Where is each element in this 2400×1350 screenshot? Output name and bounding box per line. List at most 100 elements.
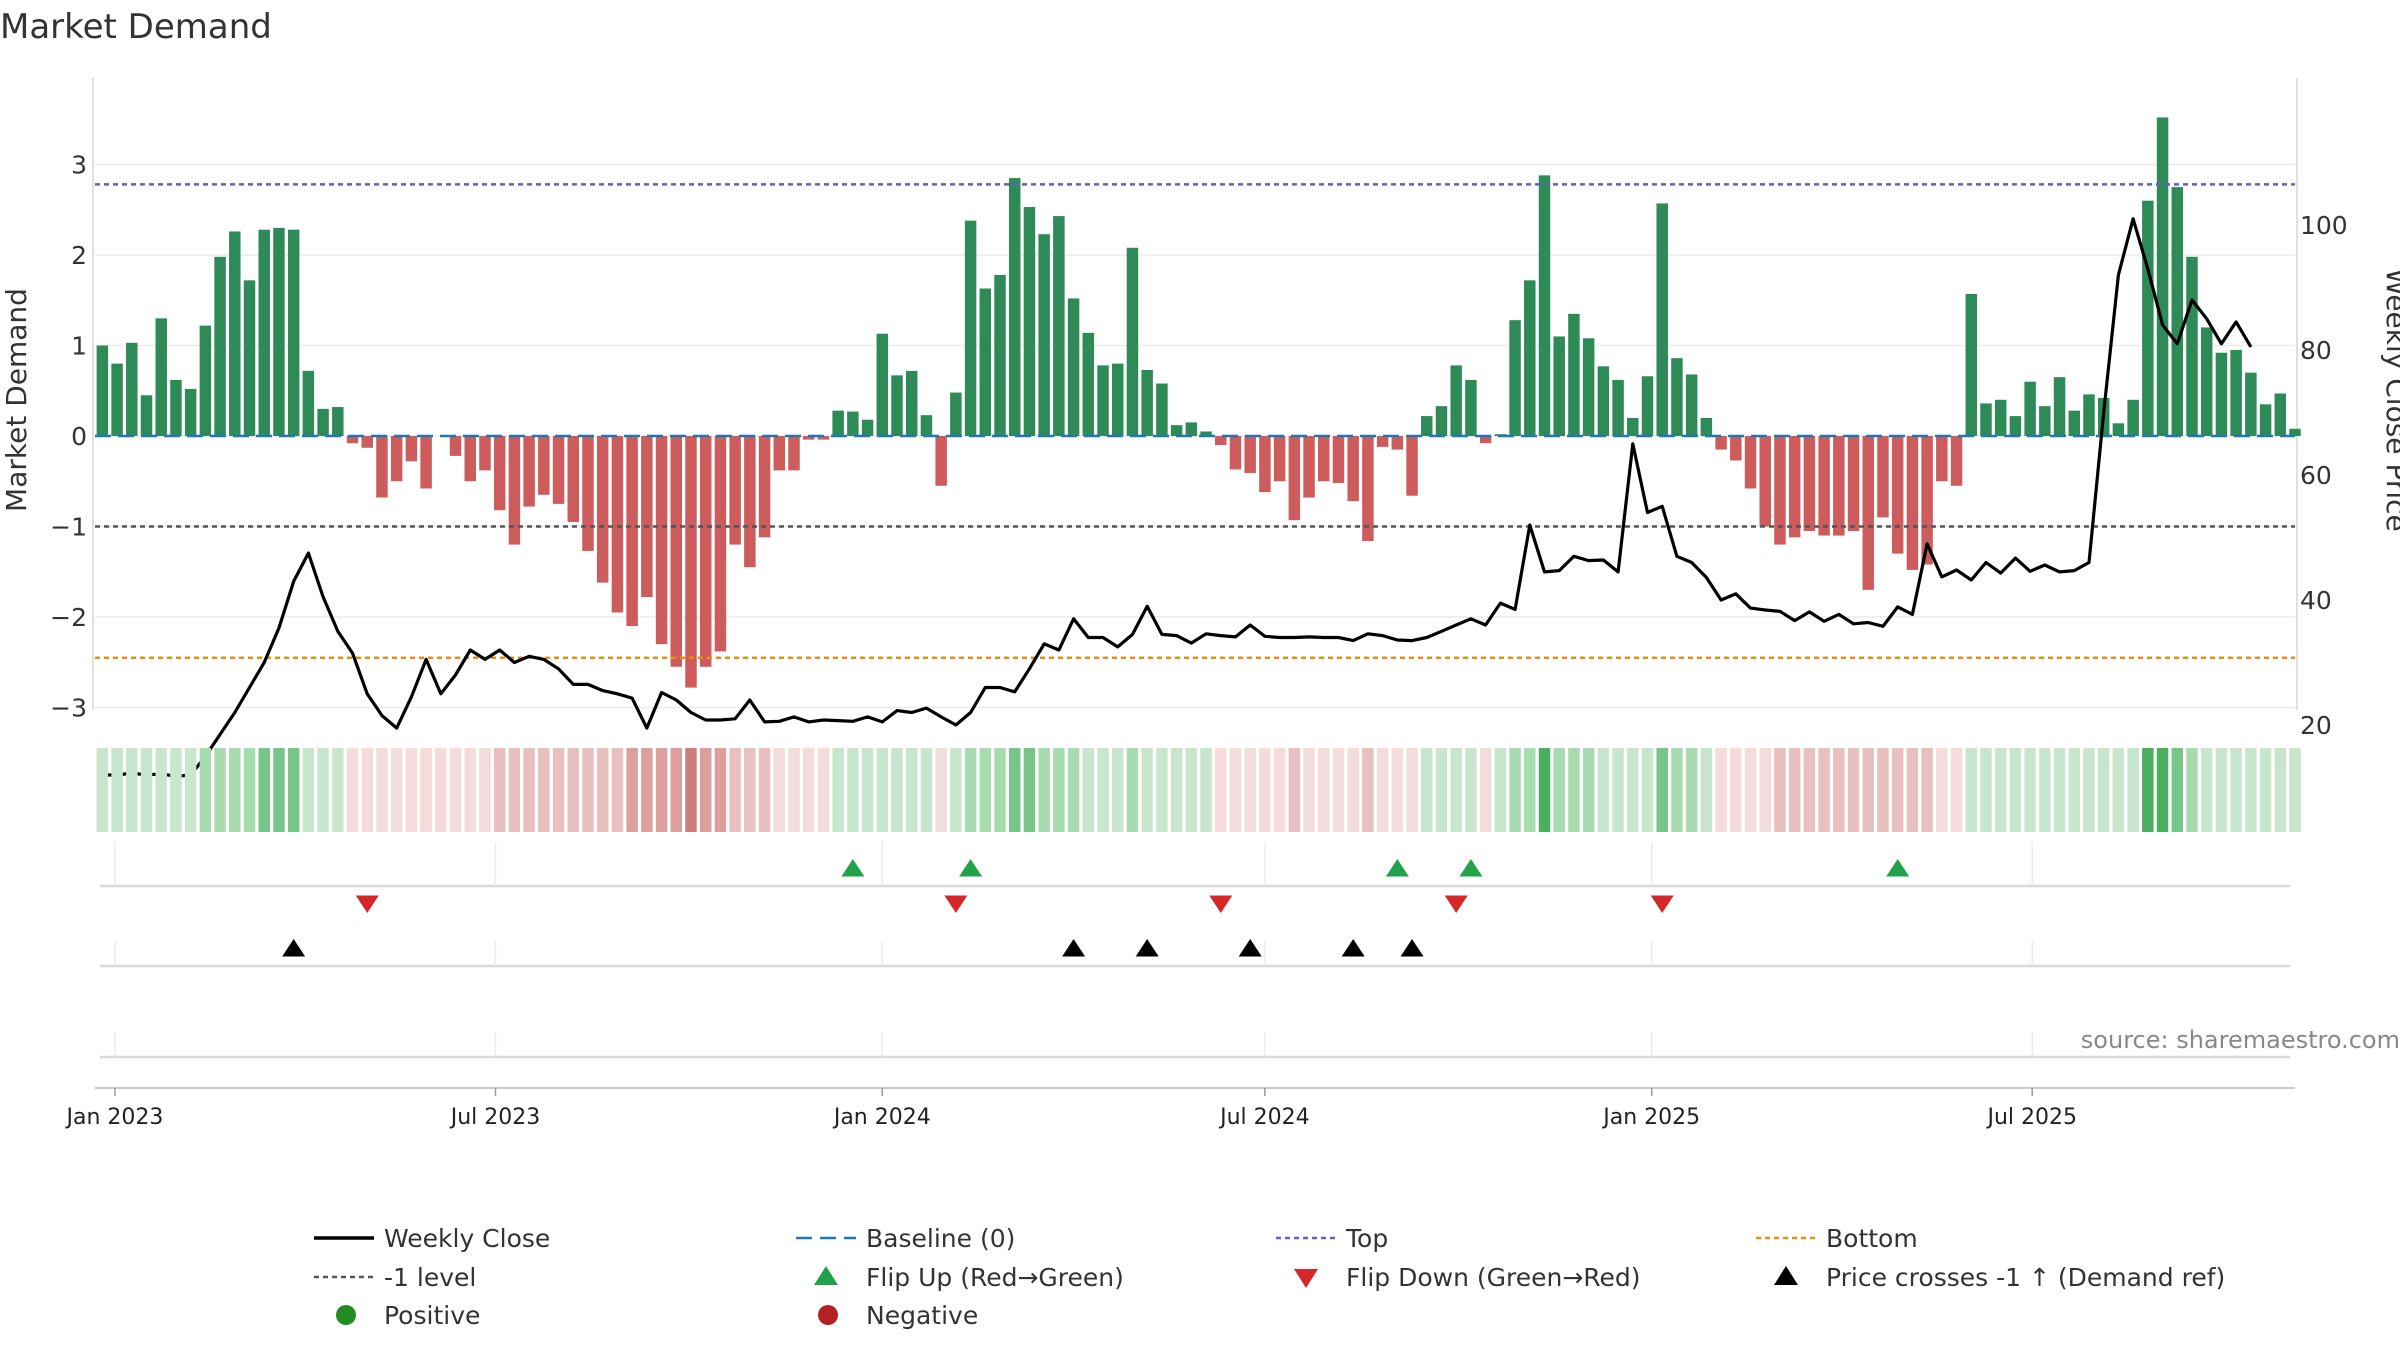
strip-cell [1067, 748, 1080, 832]
demand-bar [2083, 394, 2095, 436]
demand-bar [1538, 175, 1551, 437]
strip-cell [1318, 748, 1330, 832]
demand-bar [405, 436, 418, 462]
strip-cell [1494, 748, 1507, 832]
strip-cell [1597, 748, 1610, 832]
demand-bar [1685, 374, 1698, 436]
demand-bar [1656, 203, 1668, 436]
demand-bar [1803, 436, 1816, 532]
demand-bar [1479, 436, 1492, 444]
strip-cell [611, 748, 624, 832]
demand-bar [891, 375, 903, 436]
demand-bar [1082, 332, 1095, 436]
demand-bar [1318, 436, 1330, 482]
flip-up-marker [1385, 859, 1409, 877]
legend-item: -1 level [314, 1263, 476, 1292]
legend-item: Top [1276, 1224, 1388, 1253]
y-right-tick-label: 60 [2300, 461, 2332, 490]
x-tick-label: Jan 2023 [65, 1105, 164, 1130]
y-right-tick-label: 80 [2300, 336, 2332, 365]
strip-cell [155, 748, 167, 832]
strip-cell [1524, 748, 1536, 832]
y-tick-label: 1 [71, 332, 87, 361]
strip-cell [1273, 748, 1286, 832]
strip-cell [1362, 748, 1374, 832]
demand-bar [2009, 416, 2022, 436]
strip-cell [1568, 748, 1580, 832]
demand-bar [1891, 436, 1904, 554]
strip-cell [1465, 748, 1477, 832]
strip-cell [243, 748, 256, 832]
demand-bar [670, 436, 683, 667]
strip-cell [1008, 748, 1021, 832]
demand-bar [1921, 436, 1933, 565]
legend-item: Bottom [1756, 1224, 1918, 1253]
strip-cell [2186, 748, 2198, 832]
strip-cell [1229, 748, 1242, 832]
demand-bar [802, 436, 815, 440]
demand-bar [420, 436, 432, 489]
demand-bar [758, 436, 771, 538]
strip-cell [2112, 748, 2125, 832]
strip-cell [2097, 748, 2110, 832]
demand-bar [523, 436, 535, 507]
demand-bar [1067, 298, 1080, 436]
demand-bar [1008, 178, 1021, 436]
demand-bar [390, 436, 403, 482]
strip-cell [964, 748, 977, 832]
demand-bar [1421, 416, 1433, 436]
demand-bar [832, 410, 844, 436]
y-right-tick-label: 40 [2300, 586, 2332, 615]
strip-cell [1509, 748, 1521, 832]
strip-cell [1715, 748, 1727, 832]
strip-cell [2200, 748, 2213, 832]
price-cross-marker [1238, 939, 1262, 957]
demand-bar [1406, 436, 1418, 496]
demand-bar [1200, 431, 1212, 436]
x-tick-label: Jul 2025 [1985, 1105, 2077, 1130]
strip-cell [1921, 748, 1933, 832]
demand-bar [1936, 436, 1948, 482]
demand-bar [1774, 436, 1786, 545]
demand-bar [229, 231, 241, 436]
demand-bar [243, 280, 256, 436]
demand-bar [1509, 320, 1521, 436]
strip-cell [1023, 748, 1036, 832]
demand-bar [96, 345, 109, 436]
strip-cell [1612, 748, 1624, 832]
demand-bar [582, 436, 594, 551]
legend-swatch-triangle-down [1294, 1269, 1318, 1288]
demand-bar [1818, 436, 1830, 536]
y-tick-label: 0 [71, 422, 87, 451]
strip-cell [1141, 748, 1153, 832]
strip-cell [1215, 748, 1227, 832]
demand-bar [1435, 406, 1448, 436]
demand-bar [744, 436, 756, 568]
strip-cell [346, 748, 359, 832]
demand-bar [538, 436, 550, 495]
demand-bar [920, 415, 933, 436]
demand-bar [596, 436, 609, 583]
strip-cell [847, 748, 859, 832]
strip-cell [1303, 748, 1315, 832]
demand-bar [1156, 383, 1168, 436]
strip-cell [1097, 748, 1109, 832]
strip-cell [891, 748, 903, 832]
strip-cell [1700, 748, 1713, 832]
strip-cell [1170, 748, 1183, 832]
strip-cell [596, 748, 609, 832]
demand-bar [1376, 436, 1389, 447]
strip-cell [435, 748, 447, 832]
demand-bar [2200, 327, 2213, 436]
strip-cell [449, 748, 462, 832]
price-cross-marker [1400, 939, 1424, 957]
strip-cell [1877, 748, 1889, 832]
strip-cell [567, 748, 579, 832]
demand-bar [788, 436, 800, 471]
strip-cell [229, 748, 241, 832]
strip-cell [1582, 748, 1595, 832]
strip-cell [405, 748, 418, 832]
legend-label: Flip Up (Red→Green) [866, 1263, 1124, 1292]
strip-cell [876, 748, 889, 832]
